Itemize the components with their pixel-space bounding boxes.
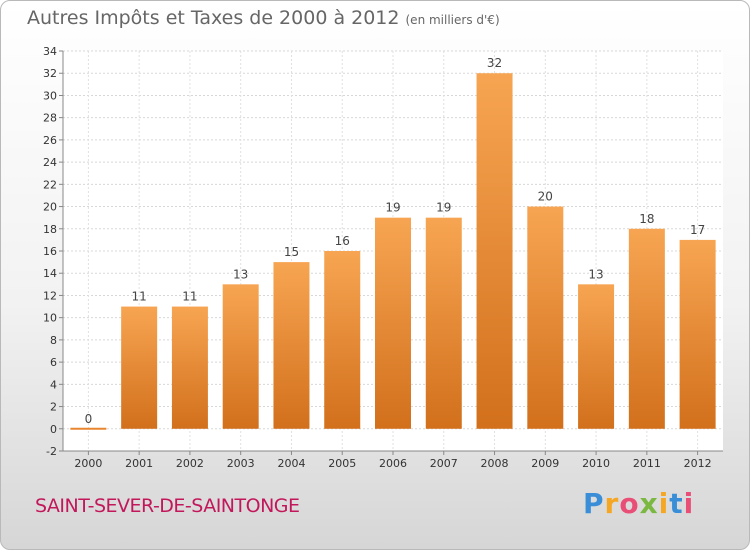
y-tick-label: 24 — [43, 156, 57, 169]
bar-value-label: 15 — [284, 245, 299, 259]
proxiti-logo[interactable]: Proxiti — [583, 487, 694, 520]
bar-value-label: 20 — [538, 190, 553, 204]
logo-letter: x — [639, 487, 659, 520]
y-tick-label: 8 — [50, 334, 57, 347]
y-tick-label: 26 — [43, 134, 57, 147]
x-tick-label: 2002 — [176, 457, 204, 470]
y-tick-label: 14 — [43, 267, 57, 280]
logo-letter: i — [683, 487, 695, 520]
bar — [578, 284, 615, 429]
y-tick-label: 10 — [43, 312, 57, 325]
bar-value-label: 0 — [85, 412, 93, 426]
x-tick-label: 2001 — [125, 457, 153, 470]
bar — [476, 73, 513, 429]
bar-value-label: 11 — [182, 290, 197, 304]
x-tick-label: 2005 — [328, 457, 356, 470]
x-tick-label: 2008 — [481, 457, 509, 470]
x-tick-label: 2004 — [277, 457, 305, 470]
bar — [628, 228, 665, 429]
x-tick-label: 2000 — [74, 457, 102, 470]
x-tick-label: 2011 — [633, 457, 661, 470]
y-tick-label: 6 — [50, 356, 57, 369]
bar-value-label: 17 — [690, 223, 705, 237]
chart-title: Autres Impôts et Taxes de 2000 à 2012 — [27, 7, 400, 29]
logo-letter: i — [658, 487, 670, 520]
y-tick-label: 18 — [43, 223, 57, 236]
bar — [679, 239, 716, 429]
y-tick-label: 30 — [43, 89, 57, 102]
bar — [375, 217, 411, 429]
bar — [527, 206, 564, 429]
x-tick-label: 2010 — [582, 457, 610, 470]
y-tick-label: 34 — [43, 45, 57, 58]
bar-value-label: 13 — [233, 267, 248, 281]
x-tick-label: 2007 — [430, 457, 458, 470]
y-tick-label: 20 — [43, 201, 57, 214]
bar-layer — [70, 73, 716, 430]
logo-letter: r — [604, 487, 620, 520]
y-tick-label: 2 — [50, 401, 57, 414]
bar-value-label: 19 — [436, 201, 451, 215]
bar — [222, 284, 259, 429]
y-tick-label: 28 — [43, 112, 57, 125]
x-tick-label: 2003 — [227, 457, 255, 470]
y-tick-label: 16 — [43, 245, 57, 258]
y-tick-label: 0 — [50, 423, 57, 436]
bar-value-label: 13 — [588, 267, 603, 281]
bar — [324, 251, 361, 429]
logo-letter: o — [619, 487, 640, 520]
x-tick-label: 2009 — [531, 457, 559, 470]
bar — [121, 306, 158, 429]
logo-letter: t — [669, 487, 684, 520]
bar-value-label: 19 — [385, 201, 400, 215]
y-tick-label: 4 — [50, 378, 57, 391]
bar — [273, 262, 310, 429]
commune-name: SAINT-SEVER-DE-SAINTONGE — [35, 495, 300, 517]
y-tick-label: -2 — [46, 445, 57, 458]
y-tick-label: 12 — [43, 289, 57, 302]
label-layer: -202468101214161820222426283032340200011… — [43, 45, 712, 470]
chart-title-block: Autres Impôts et Taxes de 2000 à 2012 (en… — [27, 7, 500, 29]
y-tick-label: 32 — [43, 67, 57, 80]
x-tick-label: 2006 — [379, 457, 407, 470]
chart-subtitle: (en milliers d'€) — [405, 13, 500, 27]
bar-value-label: 16 — [335, 234, 350, 248]
y-tick-label: 22 — [43, 178, 57, 191]
bar-value-label: 18 — [639, 212, 654, 226]
bar — [171, 306, 208, 429]
bar-value-label: 11 — [132, 290, 147, 304]
x-tick-label: 2012 — [684, 457, 712, 470]
bar — [425, 217, 462, 429]
logo-letter: P — [583, 487, 605, 520]
bar-value-label: 32 — [487, 56, 502, 70]
